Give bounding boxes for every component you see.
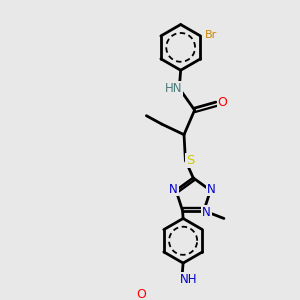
Text: N: N xyxy=(207,182,216,196)
Text: N: N xyxy=(169,182,178,196)
Text: Br: Br xyxy=(205,30,217,40)
Text: NH: NH xyxy=(180,273,197,286)
Text: N: N xyxy=(202,206,211,219)
Text: HN: HN xyxy=(164,82,182,95)
Text: S: S xyxy=(186,154,195,167)
Text: O: O xyxy=(218,96,227,109)
Text: O: O xyxy=(136,288,146,300)
